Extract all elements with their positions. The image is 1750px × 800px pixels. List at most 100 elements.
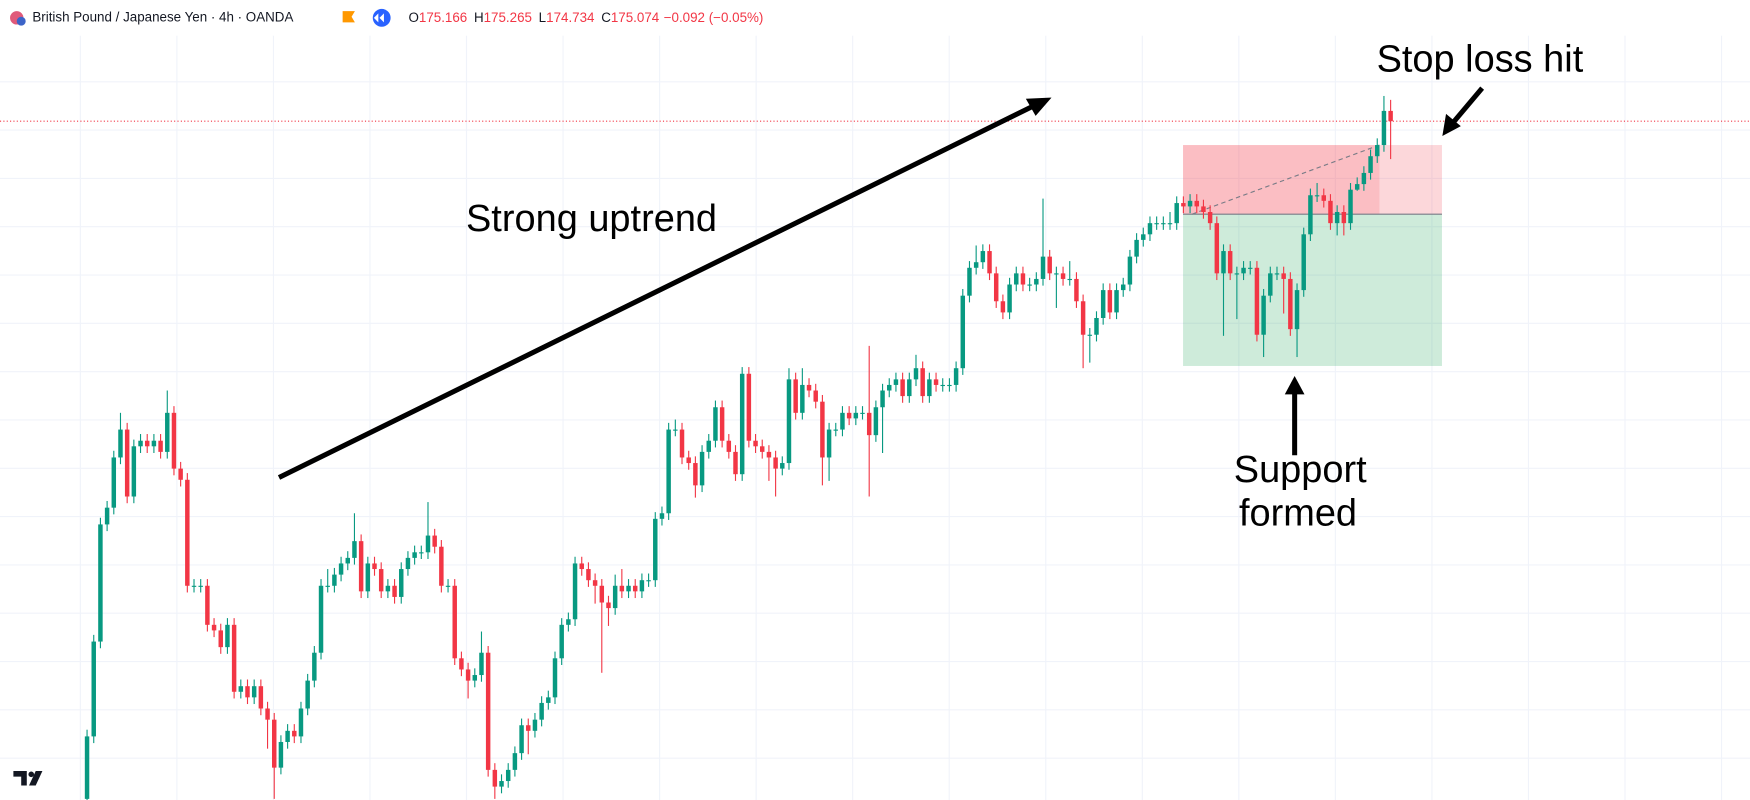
candle-body xyxy=(673,429,678,431)
candle-body xyxy=(833,429,839,431)
candle-body xyxy=(1221,251,1226,274)
candle-body xyxy=(913,368,919,380)
candle-body xyxy=(960,295,966,369)
candle-body xyxy=(1087,334,1093,336)
candle-body xyxy=(372,563,377,570)
candle-body xyxy=(826,429,832,458)
candle-body xyxy=(104,507,110,525)
candle-body xyxy=(218,630,223,648)
candle-body xyxy=(345,557,350,564)
candle-body xyxy=(1094,317,1099,335)
candle-body xyxy=(1014,273,1019,285)
candle-body xyxy=(298,708,304,737)
candle-body xyxy=(144,440,150,447)
candle-body xyxy=(1368,156,1373,173)
candle-body xyxy=(151,440,157,447)
candle-body xyxy=(425,535,431,553)
symbol-title: British Pound / Japanese Yen · 4h · OAND… xyxy=(32,9,293,24)
candle-body xyxy=(526,725,531,731)
candle-body xyxy=(907,379,912,397)
candle-body xyxy=(185,479,190,586)
candle-body xyxy=(599,585,605,603)
arrow-head xyxy=(1284,375,1305,395)
candle-body xyxy=(1254,267,1260,335)
candle-body xyxy=(178,468,183,480)
candle-body xyxy=(993,273,999,302)
candle-body xyxy=(552,658,558,698)
candle-body xyxy=(378,569,384,592)
candle-body xyxy=(1114,290,1119,313)
candle-body xyxy=(1047,256,1052,274)
arrow-head xyxy=(1442,113,1461,137)
candle-body xyxy=(1154,223,1159,225)
candle-body xyxy=(225,624,230,648)
logo-part xyxy=(13,770,27,786)
candle-body xyxy=(586,569,591,581)
candle-body xyxy=(592,580,598,586)
candle-body xyxy=(231,624,237,692)
candle-body xyxy=(1161,223,1166,225)
symbol-icon xyxy=(16,16,26,26)
candle-body xyxy=(1067,278,1072,281)
candle-body xyxy=(559,624,564,659)
candle-body xyxy=(1181,203,1186,207)
candle-body xyxy=(1348,189,1353,224)
flag-icon xyxy=(342,11,355,23)
candle-body xyxy=(1334,211,1340,224)
candle-body xyxy=(820,401,825,458)
ohlc-label: C xyxy=(601,9,611,24)
candle-body xyxy=(806,384,812,391)
candle-body xyxy=(1020,273,1026,285)
candle-body xyxy=(1167,223,1173,225)
candle-body xyxy=(358,541,364,592)
candle-body xyxy=(666,429,671,514)
candle-body xyxy=(1354,184,1360,190)
ohlc-readout: O175.166 H175.265 L174.734 C175.074 −0.092 (… xyxy=(408,9,763,24)
candle-body xyxy=(693,463,698,486)
trend-arrow xyxy=(277,102,1037,480)
candle-body xyxy=(739,373,745,475)
candle-body xyxy=(973,262,979,268)
candle-body xyxy=(84,736,90,799)
candle-body xyxy=(612,585,618,609)
candle-body xyxy=(165,412,170,452)
candle-body xyxy=(1241,267,1246,274)
candle-body xyxy=(572,563,578,620)
candle-body xyxy=(726,440,732,452)
header-bar xyxy=(0,0,1750,36)
candle-body xyxy=(900,379,905,397)
candle-body xyxy=(472,675,478,681)
logo-part xyxy=(29,770,43,786)
candle-body xyxy=(1147,223,1153,235)
candle-body xyxy=(1388,110,1393,122)
candle-body xyxy=(158,440,163,452)
candle-body xyxy=(940,384,945,387)
candle-body xyxy=(405,557,411,570)
candle-body xyxy=(987,251,992,274)
candle-body xyxy=(325,585,330,587)
candle-body xyxy=(138,440,143,447)
candles xyxy=(84,95,1393,800)
candle-body xyxy=(760,446,765,452)
candle-body xyxy=(485,652,491,770)
replay-icon xyxy=(373,13,384,23)
candle-body xyxy=(719,407,725,441)
ohlc-label: L xyxy=(539,9,546,24)
candle-body xyxy=(713,407,718,441)
candle-body xyxy=(1127,256,1133,285)
candle-body xyxy=(786,379,792,464)
candle-body xyxy=(746,373,752,441)
candle-body xyxy=(465,669,471,681)
candle-body xyxy=(131,446,137,497)
candle-body xyxy=(953,368,959,385)
candle-body xyxy=(419,552,424,554)
candle-body xyxy=(392,585,397,597)
stop-arrow xyxy=(1450,86,1485,126)
candle-body xyxy=(933,379,939,385)
candle-body xyxy=(98,524,103,642)
candle-body xyxy=(519,725,524,754)
candle-body xyxy=(459,658,464,670)
annotation-support: Support xyxy=(1234,449,1367,491)
candle-body xyxy=(512,753,518,770)
candle-body xyxy=(318,585,324,653)
